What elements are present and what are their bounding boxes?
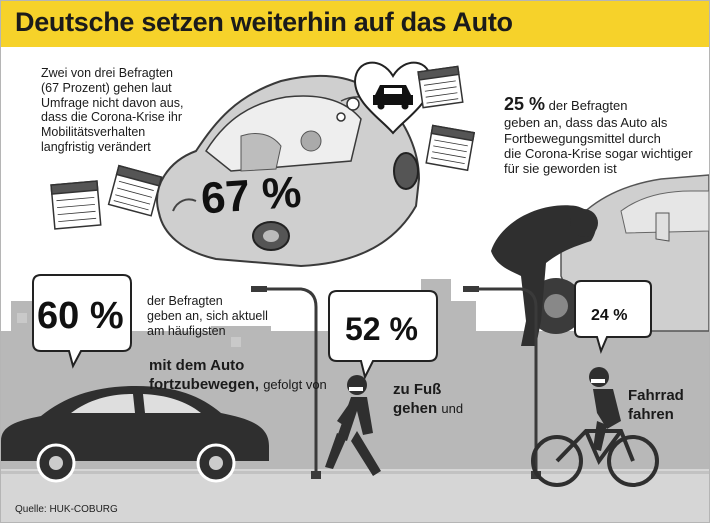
person-icon xyxy=(491,205,670,346)
ground xyxy=(1,469,709,522)
street-lamp-icon xyxy=(263,287,538,479)
cyclist-rider xyxy=(589,367,621,451)
stat52-mode: zu Fuß gehen und xyxy=(393,381,464,417)
car-icon-bottom xyxy=(1,386,269,483)
header-bar: Deutsche setzen weiterhin auf das Auto xyxy=(1,1,709,47)
stat60-mode: mit dem Auto fortzubewegen, gefolgt von xyxy=(149,357,327,393)
stat24-value: 24 % xyxy=(591,307,628,324)
illustration xyxy=(1,61,709,522)
stat67-description: Zwei von drei Befragten (67 Prozent) geh… xyxy=(41,66,184,154)
stat52-value: 52 % xyxy=(345,311,418,347)
car-illustration-main xyxy=(156,74,421,268)
calendar-icon xyxy=(50,65,476,230)
car-icon xyxy=(373,85,413,110)
stat67-value: 67 % xyxy=(199,167,303,224)
stat60-value: 60 % xyxy=(37,295,124,337)
page-title: Deutsche setzen weiterhin auf das Auto xyxy=(15,7,513,37)
pedestrian-icon xyxy=(325,375,381,476)
stat24-mode: Fahrrad fahren xyxy=(628,387,684,423)
speech-bubble-icon xyxy=(32,274,652,380)
stat60-description: der Befragten geben an, sich aktuell am … xyxy=(147,294,268,338)
source-label: Quelle: HUK-COBURG xyxy=(15,504,118,515)
stat25-description: 25 % der Befragten geben an, dass das Au… xyxy=(504,94,693,177)
heart-thought-bubble xyxy=(336,61,433,135)
